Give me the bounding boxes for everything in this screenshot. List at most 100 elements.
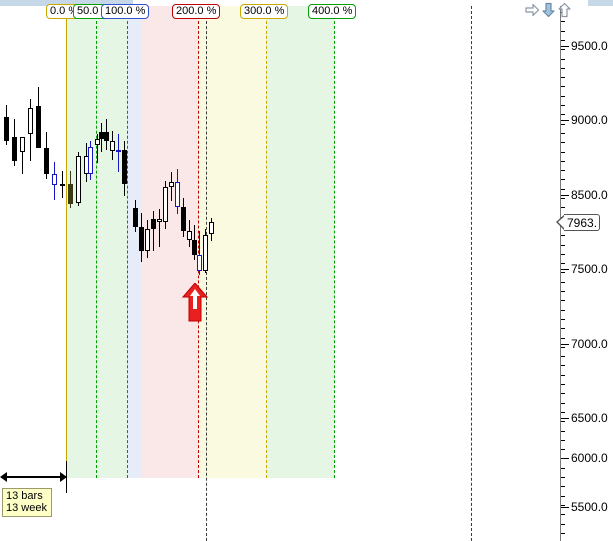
measure-bars-label: 13 bars xyxy=(6,490,43,502)
axis-tick-label: 9500.0 xyxy=(571,39,608,53)
price-marker-pointer-inner xyxy=(558,215,566,230)
fib-time-zone-line[interactable] xyxy=(334,6,335,478)
fib-time-zone-line[interactable] xyxy=(266,6,267,478)
candle-body xyxy=(44,147,49,174)
axis-minor-tick xyxy=(561,161,565,162)
fib-zone xyxy=(127,6,142,478)
axis-minor-tick xyxy=(561,384,565,385)
axis-minor-tick xyxy=(561,77,565,78)
axis-tick-label: 6500.0 xyxy=(571,411,608,425)
vertical-marker-line[interactable] xyxy=(206,6,207,541)
candle-wick xyxy=(199,231,200,276)
axis-minor-tick xyxy=(561,505,565,506)
candle-body xyxy=(151,219,156,229)
axis-major-tick xyxy=(561,344,569,345)
axis-minor-tick xyxy=(561,254,565,255)
axis-major-tick xyxy=(561,418,569,419)
axis-line xyxy=(560,6,561,541)
axis-minor-tick xyxy=(561,440,565,441)
axis-minor-tick xyxy=(561,59,565,60)
axis-minor-tick xyxy=(561,105,565,106)
axis-minor-tick xyxy=(561,189,565,190)
axis-minor-tick xyxy=(561,393,565,394)
axis-minor-tick xyxy=(561,533,565,534)
navigation-icons[interactable] xyxy=(525,2,573,18)
axis-minor-tick xyxy=(561,49,565,50)
axis-minor-tick xyxy=(561,263,565,264)
candle-body xyxy=(76,156,81,203)
chart-plot-area[interactable]: 13 bars 13 week xyxy=(0,6,556,541)
measure-arrowhead-right xyxy=(60,472,67,482)
candle-body xyxy=(122,149,127,184)
measure-end-tick xyxy=(66,461,67,493)
candle-body xyxy=(157,219,162,223)
axis-minor-tick xyxy=(561,152,565,153)
axis-tick-label: 7500.0 xyxy=(571,262,608,276)
measure-period-label: 13 week xyxy=(6,502,47,514)
axis-minor-tick xyxy=(561,365,565,366)
axis-minor-tick xyxy=(561,40,565,41)
axis-minor-tick xyxy=(561,291,565,292)
fib-time-zone-line[interactable] xyxy=(96,6,97,478)
candle-body xyxy=(192,240,197,256)
axis-minor-tick xyxy=(561,198,565,199)
candle-body xyxy=(20,136,25,152)
axis-minor-tick xyxy=(561,245,565,246)
axis-minor-tick xyxy=(561,514,565,515)
candle-wick xyxy=(22,137,23,174)
fib-time-zone-line[interactable] xyxy=(198,6,199,478)
arrow-down-icon[interactable] xyxy=(541,2,556,18)
arrow-up-icon[interactable] xyxy=(557,2,572,18)
axis-minor-tick xyxy=(561,300,565,301)
axis-minor-tick xyxy=(561,421,565,422)
fib-time-zone-line[interactable] xyxy=(127,6,128,478)
price-axis[interactable]: 9500.0 9000.0 8500.0 7500.0 7000.0 6500.0 6000… xyxy=(556,6,613,541)
candle-body xyxy=(133,208,138,227)
axis-minor-tick xyxy=(561,86,565,87)
candle-body xyxy=(187,231,192,240)
candle-wick xyxy=(97,134,98,163)
candle-wick xyxy=(153,211,154,251)
candle-body xyxy=(209,222,214,235)
axis-minor-tick xyxy=(561,31,565,32)
axis-minor-tick xyxy=(561,207,565,208)
candle-body xyxy=(203,234,208,271)
fib-time-zone-line[interactable] xyxy=(66,6,67,478)
axis-tick-label: 8500.0 xyxy=(571,188,608,202)
axis-minor-tick xyxy=(561,449,565,450)
axis-minor-tick xyxy=(561,524,565,525)
axis-minor-tick xyxy=(561,68,565,69)
axis-minor-tick xyxy=(561,477,565,478)
axis-minor-tick xyxy=(561,468,565,469)
axis-minor-tick xyxy=(561,496,565,497)
candle-body xyxy=(28,108,33,135)
axis-minor-tick xyxy=(561,142,565,143)
candle-body xyxy=(197,255,202,271)
axis-tick-label: 7000.0 xyxy=(571,337,608,351)
fib-percent-label[interactable]: 300.0 % xyxy=(240,4,289,19)
axis-minor-tick xyxy=(561,375,565,376)
arrow-right-icon[interactable] xyxy=(525,2,540,18)
axis-minor-tick xyxy=(561,310,565,311)
axis-tick-label: 9000.0 xyxy=(571,113,608,127)
candle-body xyxy=(169,181,174,188)
axis-minor-tick xyxy=(561,412,565,413)
candle-body xyxy=(95,138,100,146)
fib-zone xyxy=(266,6,334,478)
fib-zone xyxy=(142,6,198,478)
axis-minor-tick xyxy=(561,403,565,404)
fib-percent-label[interactable]: 100.0 % xyxy=(101,4,150,19)
axis-minor-tick xyxy=(561,170,565,171)
fib-percent-label[interactable]: 200.0 % xyxy=(172,4,221,19)
current-price-label: 7963. xyxy=(564,214,601,231)
candle-body xyxy=(52,174,57,185)
measure-tooltip: 13 bars 13 week xyxy=(2,488,52,517)
axis-minor-tick xyxy=(561,272,565,273)
candle-body xyxy=(36,105,41,148)
candle-wick xyxy=(159,209,160,247)
candle-body xyxy=(68,183,73,204)
axis-major-tick xyxy=(561,458,569,459)
fib-percent-label[interactable]: 400.0 % xyxy=(308,4,357,19)
candle-body xyxy=(116,149,121,152)
vertical-marker-line[interactable] xyxy=(471,6,472,541)
